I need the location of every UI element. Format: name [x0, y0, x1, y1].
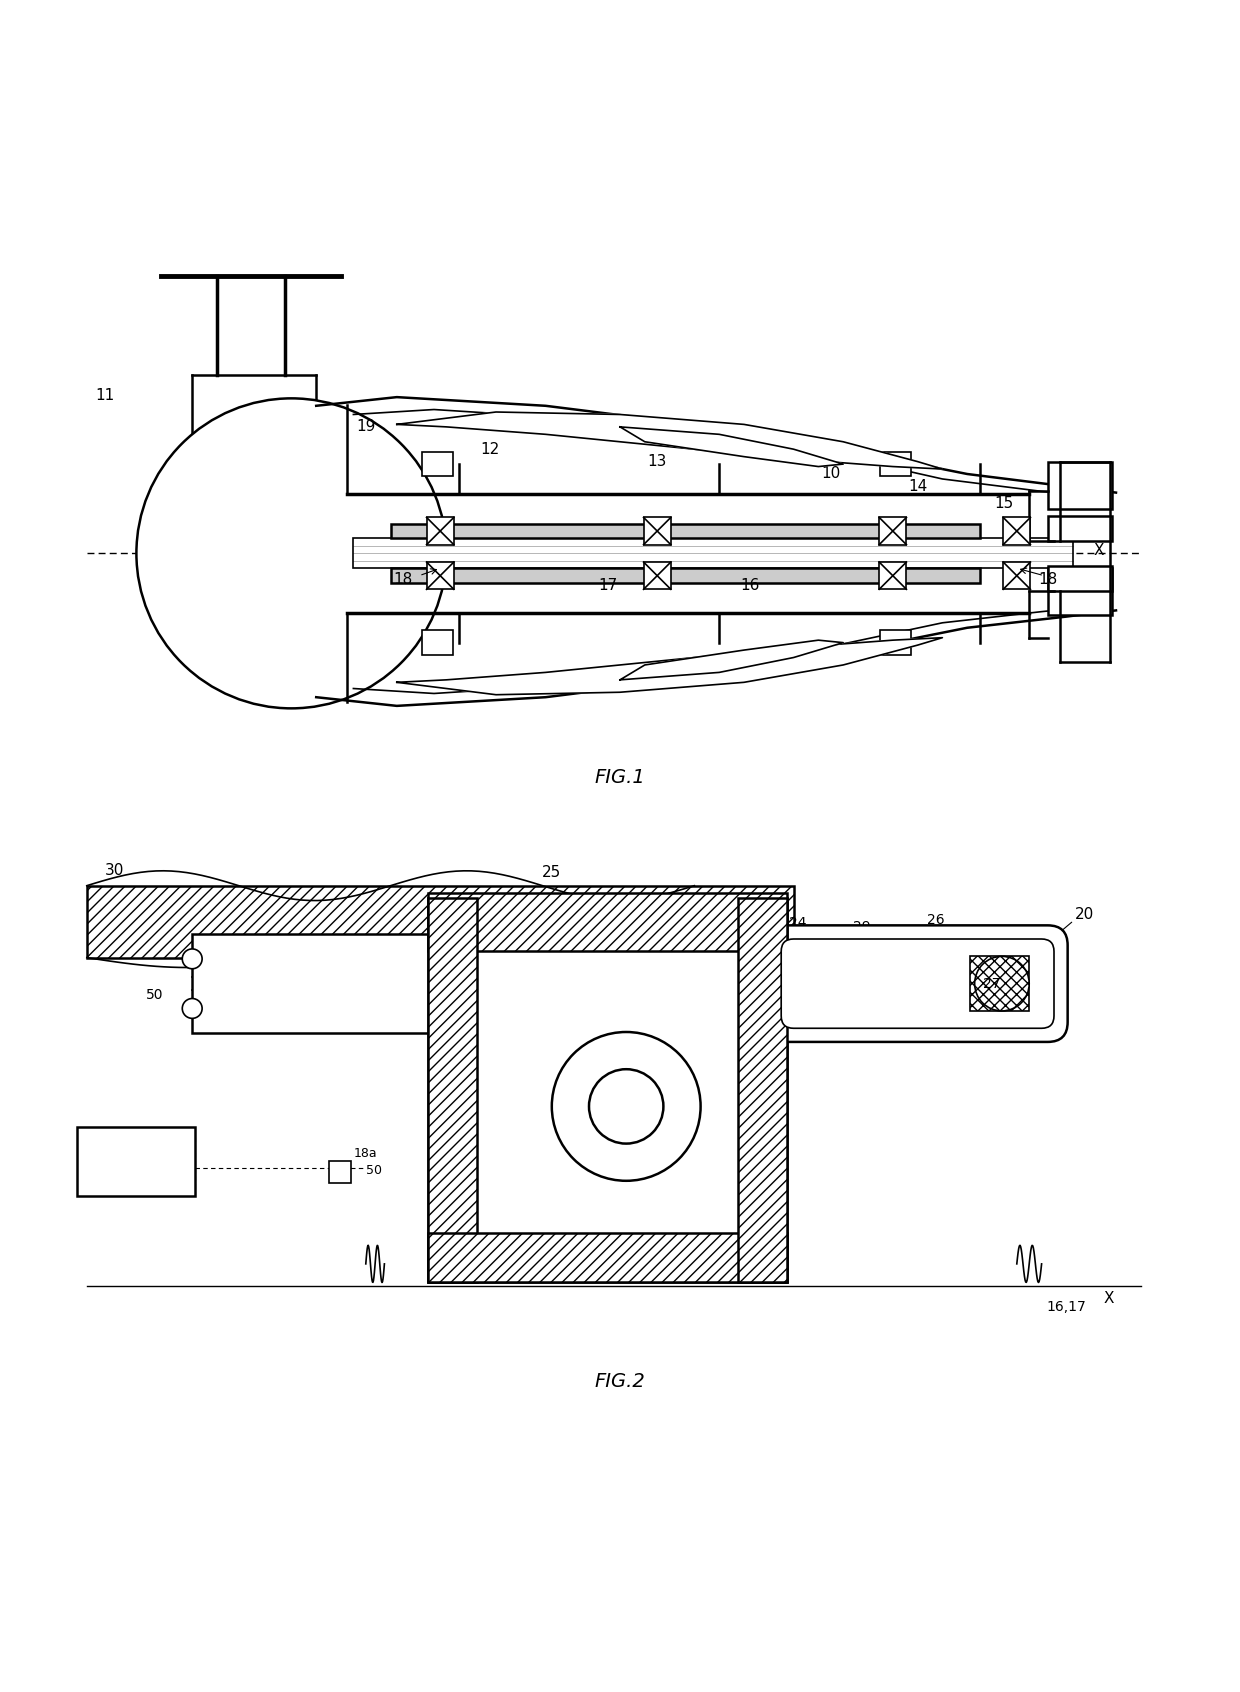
Text: 22: 22	[363, 946, 381, 959]
Polygon shape	[397, 638, 942, 695]
Bar	[391, 523, 980, 538]
FancyBboxPatch shape	[781, 939, 1054, 1029]
Bar	[1048, 565, 1112, 591]
Bar	[1048, 516, 1112, 541]
Text: 26: 26	[928, 914, 945, 927]
Circle shape	[552, 1032, 701, 1181]
Bar	[391, 569, 980, 584]
Bar	[1003, 518, 1030, 545]
Text: 27: 27	[983, 976, 1001, 990]
Polygon shape	[620, 640, 843, 680]
Bar	[970, 956, 1029, 1010]
Text: 28: 28	[884, 1012, 901, 1027]
Bar	[879, 518, 906, 545]
Text: 16,17: 16,17	[1047, 1299, 1086, 1315]
FancyBboxPatch shape	[768, 926, 1068, 1042]
Bar	[880, 452, 911, 477]
Bar	[77, 1127, 195, 1196]
Text: 16: 16	[740, 579, 760, 594]
Text: 19: 19	[356, 420, 376, 435]
Bar	[880, 629, 911, 655]
Bar	[422, 629, 453, 655]
Text: 30: 30	[104, 863, 124, 878]
Text: 40: 40	[270, 990, 288, 1005]
Text: FIG.2: FIG.2	[595, 1372, 645, 1391]
Text: 17: 17	[598, 579, 618, 594]
Text: 12: 12	[480, 442, 500, 457]
Text: 23: 23	[1043, 1000, 1060, 1014]
Bar	[428, 898, 787, 1283]
Text: X: X	[1104, 1291, 1114, 1306]
Bar	[1048, 569, 1112, 616]
Text: 10: 10	[821, 467, 841, 482]
Circle shape	[182, 998, 202, 1019]
Bar	[329, 1161, 351, 1183]
Bar	[428, 898, 477, 1283]
Bar	[428, 1233, 787, 1283]
Polygon shape	[397, 411, 942, 469]
Bar	[644, 562, 671, 589]
Bar	[353, 538, 1073, 569]
Text: 29: 29	[853, 919, 870, 934]
Text: 18a: 18a	[353, 1147, 377, 1161]
Circle shape	[589, 1069, 663, 1144]
Bar	[427, 562, 454, 589]
Polygon shape	[620, 426, 843, 467]
Bar	[192, 934, 428, 1034]
Text: F: F	[577, 1255, 585, 1271]
Text: 50: 50	[146, 988, 164, 1002]
Text: 18: 18	[393, 572, 413, 587]
Text: 15: 15	[994, 496, 1014, 511]
Text: 13: 13	[647, 453, 667, 469]
Text: 60: 60	[103, 1184, 120, 1198]
Bar	[1003, 562, 1030, 589]
Circle shape	[182, 949, 202, 970]
Text: 18: 18	[1038, 572, 1058, 587]
Text: 18: 18	[713, 1107, 729, 1118]
Circle shape	[975, 956, 1029, 1010]
Text: FIG.1: FIG.1	[595, 768, 645, 787]
Bar	[1048, 462, 1112, 509]
Bar	[87, 885, 794, 958]
Bar	[428, 893, 787, 951]
Text: 20: 20	[1075, 907, 1095, 922]
Text: 25: 25	[542, 865, 562, 880]
Text: X: X	[1094, 543, 1104, 558]
Circle shape	[136, 398, 446, 709]
Text: 11: 11	[95, 389, 115, 403]
Text: 14: 14	[908, 479, 928, 494]
Bar	[422, 452, 453, 477]
Text: 24: 24	[789, 915, 806, 931]
Bar	[879, 562, 906, 589]
Bar	[738, 898, 787, 1283]
Bar	[644, 518, 671, 545]
Text: 50: 50	[366, 1164, 382, 1178]
Bar	[427, 518, 454, 545]
Text: 21: 21	[692, 1127, 709, 1140]
